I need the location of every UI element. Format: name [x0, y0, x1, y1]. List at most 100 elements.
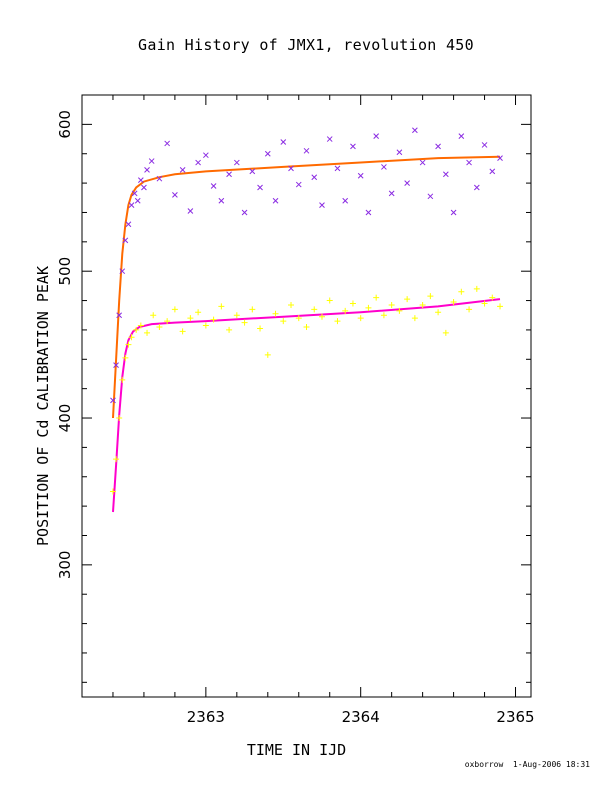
data-point-series-2: [249, 306, 256, 313]
data-point-series-1: [172, 191, 178, 198]
data-point-series-1: [497, 155, 503, 161]
data-point-series-1: [122, 237, 129, 244]
data-point-series-1: [134, 197, 141, 204]
data-point-series-1: [357, 172, 364, 179]
y-tick-label: 500: [56, 257, 74, 286]
data-point-series-2: [113, 456, 120, 463]
data-point-series-2: [144, 329, 151, 336]
axis-labels: 300 400 500 600 2363 2364 2365 TIME IN IJD POSIT…: [34, 110, 535, 759]
data-point-series-2: [257, 325, 264, 332]
data-point-series-2: [419, 301, 426, 308]
data-point-series-1: [148, 158, 155, 164]
data-point-series-2: [122, 354, 129, 361]
data-point-series-2: [404, 296, 411, 303]
data-point-series-2: [481, 300, 488, 307]
data-point-series-1: [311, 174, 318, 181]
data-point-series-1: [365, 209, 372, 216]
data-point-series-2: [150, 312, 157, 319]
data-point-series-2: [218, 303, 225, 310]
data-point-series-1: [295, 181, 302, 188]
data-point-series-2: [450, 299, 457, 306]
data-point-series-2: [303, 323, 310, 330]
data-point-series-2: [272, 310, 279, 317]
data-point-series-2: [125, 341, 132, 348]
data-point-series-2: [179, 328, 186, 335]
data-point-series-1: [373, 133, 380, 139]
data-point-series-2: [116, 415, 123, 422]
data-point-series-2: [427, 293, 434, 300]
data-point-series-2: [435, 309, 442, 316]
data-point-series-2: [133, 326, 140, 333]
data-point-series-1: [342, 197, 349, 204]
data-point-series-2: [458, 288, 465, 295]
fit-line-2: [112, 298, 501, 513]
data-point-series-2: [311, 306, 318, 313]
data-point-series-1: [473, 184, 480, 191]
data-point-series-1: [427, 193, 434, 200]
data-point-series-1: [381, 164, 387, 170]
data-point-series-2: [411, 315, 418, 322]
data-point-series-1: [187, 208, 194, 214]
data-point-series-2: [473, 285, 480, 292]
data-point-series-1: [233, 159, 240, 166]
data-point-series-1: [141, 184, 147, 191]
data-point-series-2: [442, 329, 449, 336]
y-tick-label: 300: [56, 551, 74, 580]
data-point-series-1: [388, 190, 395, 197]
data-point-series-1: [210, 183, 217, 189]
data-point-series-1: [458, 133, 465, 139]
data-point-series-1: [319, 202, 325, 208]
data-point-series-2: [295, 315, 302, 322]
data-point-series-1: [489, 168, 496, 175]
data-point-series-2: [226, 326, 233, 333]
data-point-series-1: [404, 180, 410, 186]
data-point-series-1: [164, 140, 171, 147]
data-point-series-2: [187, 315, 194, 322]
x-tick-label: 2363: [187, 708, 225, 726]
data-point-series-1: [326, 136, 333, 142]
data-point-series-2: [318, 313, 325, 320]
data-point-series-2: [326, 297, 333, 304]
data-point-series-2: [497, 303, 504, 310]
data-point-series-2: [280, 318, 287, 325]
data-point-series-1: [288, 165, 294, 172]
y-axis-label: POSITION OF Cd CALIBRATION PEAK: [34, 266, 52, 546]
y-tick-label: 400: [56, 404, 74, 433]
data-point-series-1: [195, 159, 201, 166]
x-tick-label: 2365: [496, 708, 534, 726]
data-point-series-1: [435, 143, 441, 150]
data-point-series-2: [119, 376, 126, 383]
data-point-series-2: [241, 319, 248, 326]
data-point-series-2: [233, 312, 240, 319]
data-point-series-1: [481, 142, 488, 148]
data-point-series-2: [128, 334, 135, 341]
data-point-series-1: [131, 190, 138, 197]
data-point-series-2: [164, 318, 171, 325]
data-point-series-2: [466, 306, 473, 313]
data-point-series-2: [349, 300, 356, 307]
data-point-series-1: [137, 177, 144, 184]
data-point-series-1: [110, 397, 116, 404]
data-point-series-1: [264, 150, 271, 157]
data-point-series-1: [249, 168, 256, 175]
data-point-series-1: [419, 159, 426, 166]
data-point-series-1: [396, 149, 403, 156]
data-point-series-1: [334, 165, 341, 172]
data-point-series-1: [442, 171, 449, 178]
data-point-series-2: [380, 312, 387, 319]
data-point-series-2: [171, 306, 178, 313]
data-point-series-1: [226, 171, 232, 178]
data-point-series-2: [264, 351, 271, 358]
data-point-series-1: [203, 152, 209, 159]
data-point-series-1: [128, 202, 135, 208]
fit-line-1: [112, 155, 501, 419]
data-point-series-1: [113, 362, 119, 369]
data-point-series-1: [125, 221, 132, 228]
data-point-series-1: [116, 312, 123, 319]
data-point-series-1: [241, 209, 248, 216]
data-point-series-2: [109, 488, 116, 495]
data-point-series-1: [272, 197, 279, 204]
data-point-series-2: [210, 316, 217, 323]
data-point-series-1: [257, 184, 263, 191]
